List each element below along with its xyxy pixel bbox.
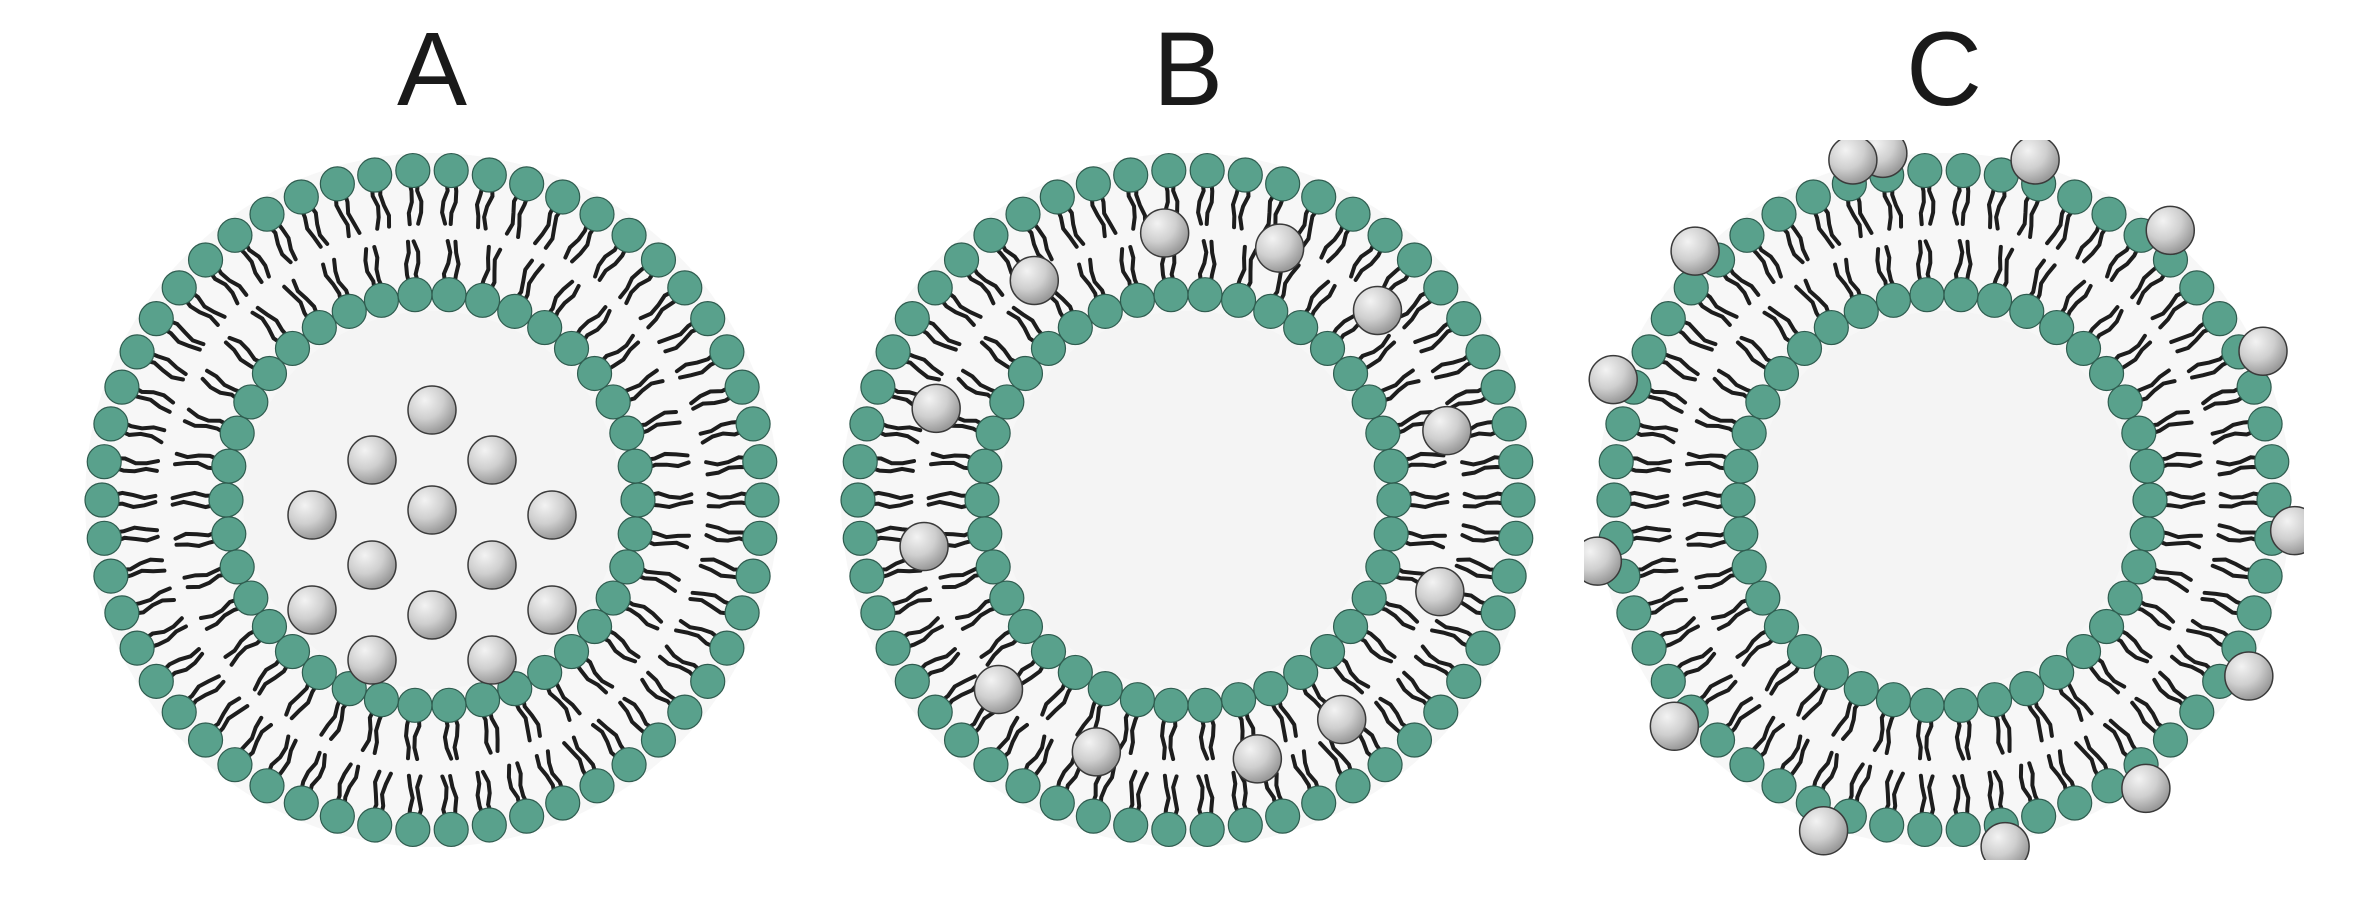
liposome-figure: A B C	[0, 0, 2376, 913]
panel-c-svg	[1584, 140, 2304, 860]
panel-b-label: B	[1153, 10, 1223, 130]
panel-a-svg	[72, 140, 792, 860]
panel-c-label: C	[1906, 10, 1982, 130]
panel-b-svg	[828, 140, 1548, 860]
panel-a-label: A	[397, 10, 467, 130]
